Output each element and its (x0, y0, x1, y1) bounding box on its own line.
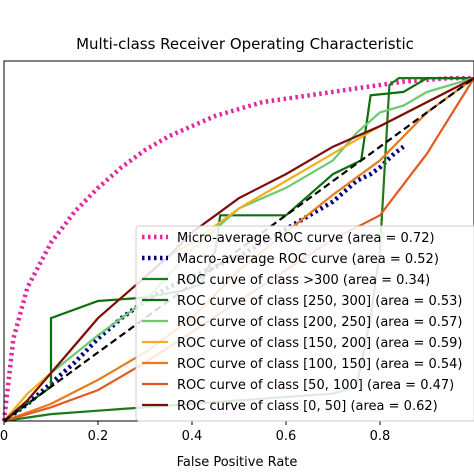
legend-entry: ROC curve of class [100, 150] (area = 0.… (177, 357, 463, 372)
x-tick-label: 0.8 (370, 429, 391, 444)
legend-entry: ROC curve of class >300 (area = 0.34) (177, 273, 430, 288)
chart-title: Multi-class Receiver Operating Character… (76, 35, 414, 53)
legend-entry: ROC curve of class [200, 250] (area = 0.… (177, 315, 463, 330)
legend-box (135, 225, 474, 422)
legend-entry: ROC curve of class [150, 200] (area = 0.… (177, 336, 463, 351)
series-line-4 (3, 77, 474, 422)
legend-entry: ROC curve of class [0, 50] (area = 0.62) (177, 399, 438, 414)
x-tick-label: 0.2 (88, 429, 109, 444)
legend-entry: Micro-average ROC curve (area = 0.72) (177, 231, 435, 246)
x-tick-label: 0.4 (182, 429, 203, 444)
x-tick-label: 0 (0, 429, 8, 444)
legend: Micro-average ROC curve (area = 0.72) Mac… (135, 225, 474, 422)
x-axis: 0 0.2 0.4 0.6 0.8 (0, 421, 390, 444)
legend-entry: ROC curve of class [250, 300] (area = 0.… (177, 294, 463, 309)
x-tick-label: 0.6 (276, 429, 297, 444)
legend-entry: Macro-average ROC curve (area = 0.52) (177, 252, 439, 267)
x-axis-label: False Positive Rate (177, 455, 298, 470)
legend-entry: ROC curve of class [50, 100] (area = 0.4… (177, 378, 454, 393)
